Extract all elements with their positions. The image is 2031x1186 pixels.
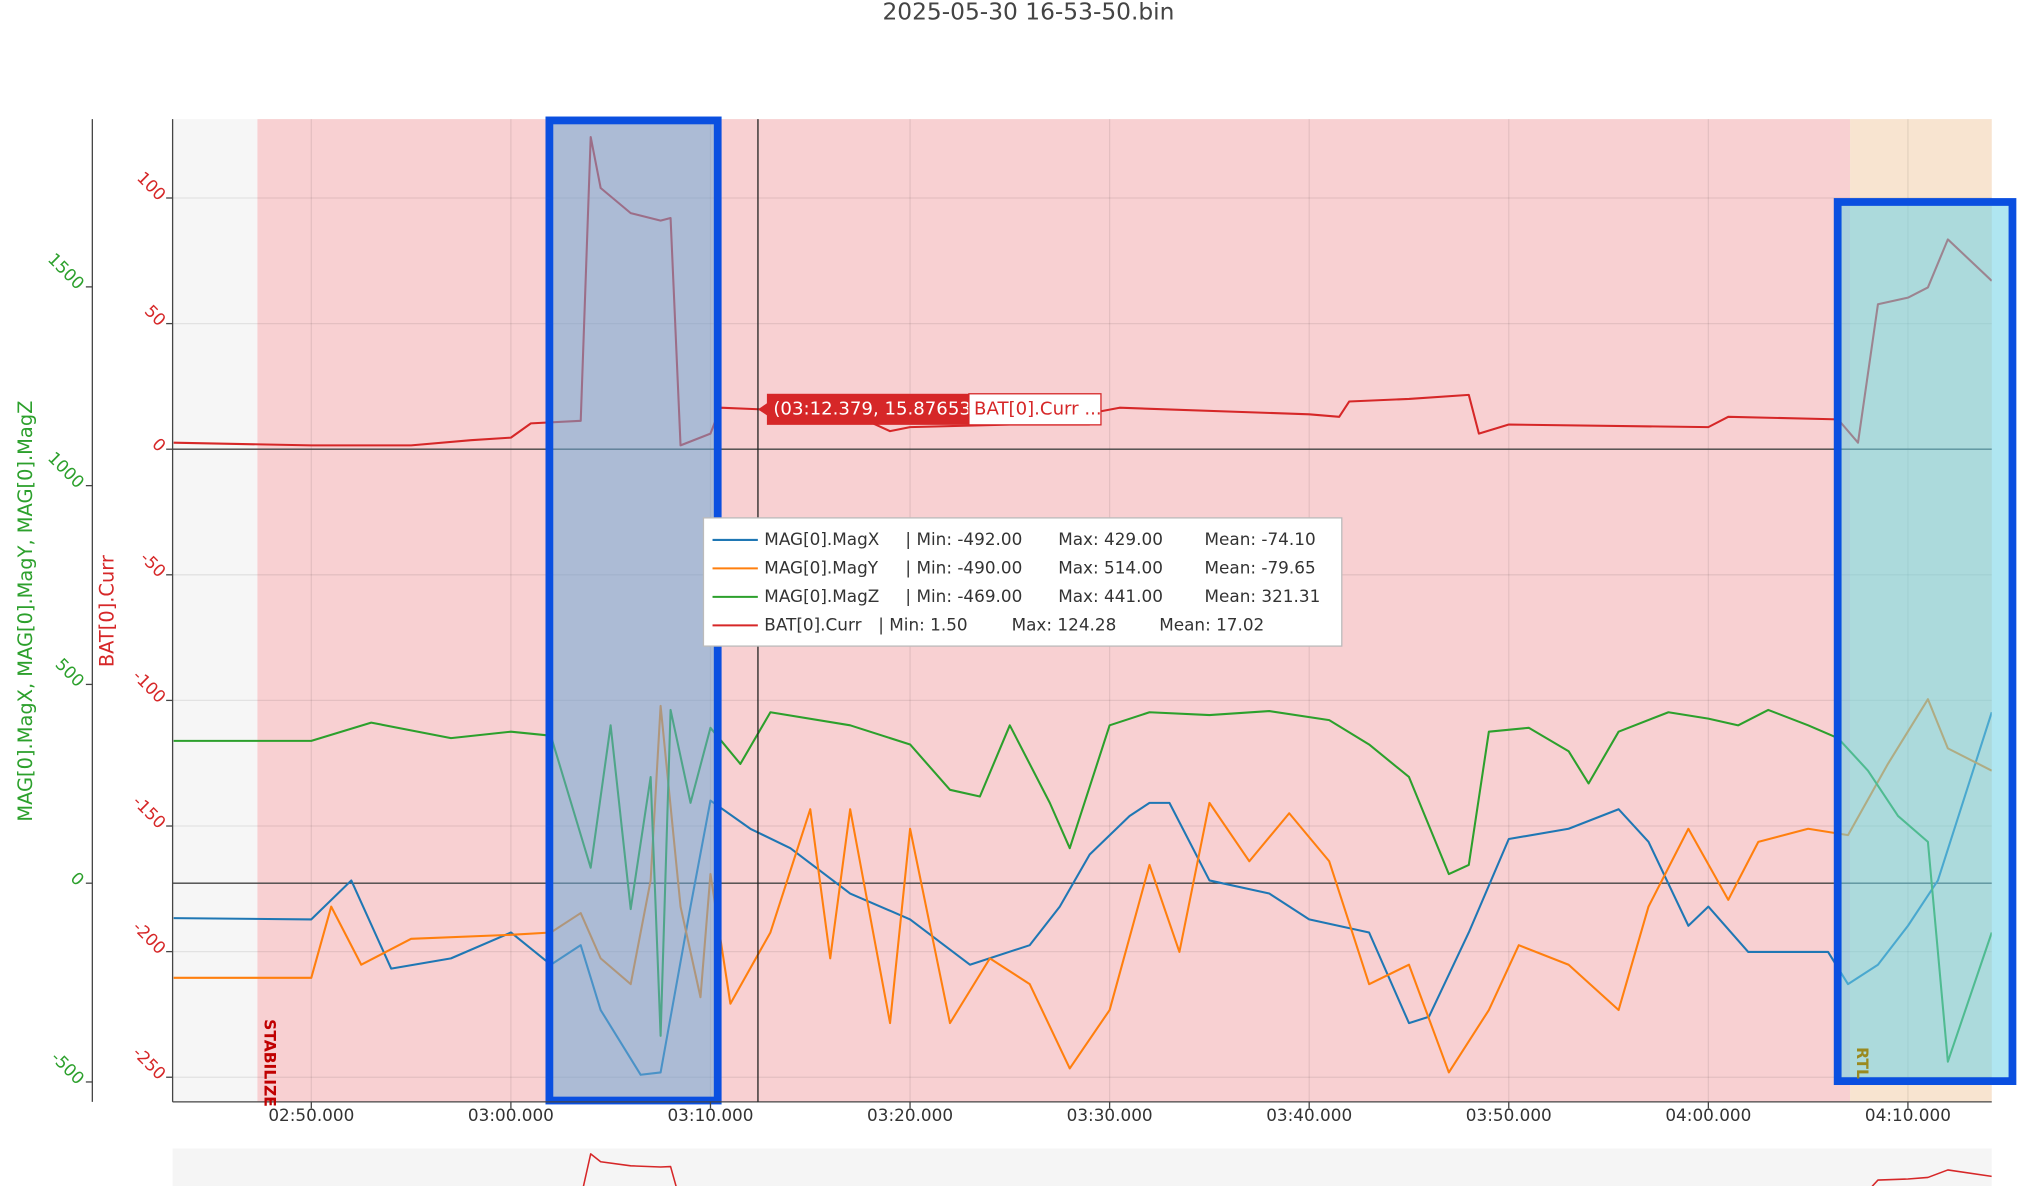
y2-axis-label: BAT[0].Curr [95,555,118,667]
hover-value: (03:12.379, 15.87653) [773,398,978,419]
y-tick-label: 500 [52,654,89,691]
hover-name-box [968,393,1102,426]
y2-tick-label: 50 [141,301,170,330]
y2-tick-label: -100 [129,666,170,707]
y2-tick-label: -250 [129,1042,170,1083]
mode-label: STABILIZE [261,1019,279,1107]
legend-stat: | Min: 1.50 [878,614,967,634]
y-tick-label: 0 [67,868,89,890]
legend-stat: Max: 441.00 [1058,586,1163,606]
legend-box [702,517,1343,647]
legend-stat: Mean: 17.02 [1159,614,1264,634]
x-tick-label: 03:20.000 [867,1105,953,1125]
chart-title: 2025-05-30 16-53-50.bin [882,0,1174,25]
legend-name: MAG[0].MagZ [764,586,879,606]
y2-tick-label: -200 [129,917,170,958]
y-axis-label: MAG[0].MagX, MAG[0].MagY, MAG[0].MagZ [14,401,37,822]
legend-stat: | Min: -469.00 [905,586,1022,606]
y-tick-label: -500 [47,1047,88,1088]
legend-stat: Mean: 321.31 [1205,586,1321,606]
y2-tick-label: 0 [148,434,170,456]
hover-name: BAT[0].Curr ... [974,398,1102,419]
x-tick-label: 03:10.000 [667,1105,753,1125]
legend-stat: Max: 429.00 [1058,529,1163,549]
x-tick-label: 03:30.000 [1067,1105,1153,1125]
y2-tick-label: 100 [133,168,170,205]
legend-stat: | Min: -492.00 [905,529,1022,549]
y2-tick-label: -150 [129,791,170,832]
x-tick-label: 03:40.000 [1266,1105,1352,1125]
highlight-box [545,116,722,1105]
x-tick-label: 04:00.000 [1665,1105,1751,1125]
mode-label: RTL [1853,1047,1871,1079]
x-tick-label: 03:00.000 [468,1105,554,1125]
legend-stat: Mean: -74.10 [1205,529,1316,549]
legend-stat: | Min: -490.00 [905,557,1022,577]
x-tick-label: 03:50.000 [1466,1105,1552,1125]
x-tick-label: 02:50.000 [268,1105,354,1125]
x-tick-label: 04:10.000 [1865,1105,1951,1125]
legend-name: MAG[0].MagX [764,529,879,549]
hover-value-box [766,393,969,425]
series-line [582,1153,1992,1186]
y2-tick-label: -50 [136,548,170,582]
y-tick-label: 1000 [44,448,88,492]
legend-name: BAT[0].Curr [764,614,861,634]
legend-name: MAG[0].MagY [764,557,878,577]
legend-stat: Max: 124.28 [1012,614,1117,634]
legend-stat: Mean: -79.65 [1205,557,1316,577]
legend-stat: Max: 514.00 [1058,557,1163,577]
hover-pointer [757,401,770,418]
y-tick-label: 1500 [44,249,88,293]
highlight-box [1833,198,2017,1086]
range-slider[interactable] [172,1148,1992,1186]
